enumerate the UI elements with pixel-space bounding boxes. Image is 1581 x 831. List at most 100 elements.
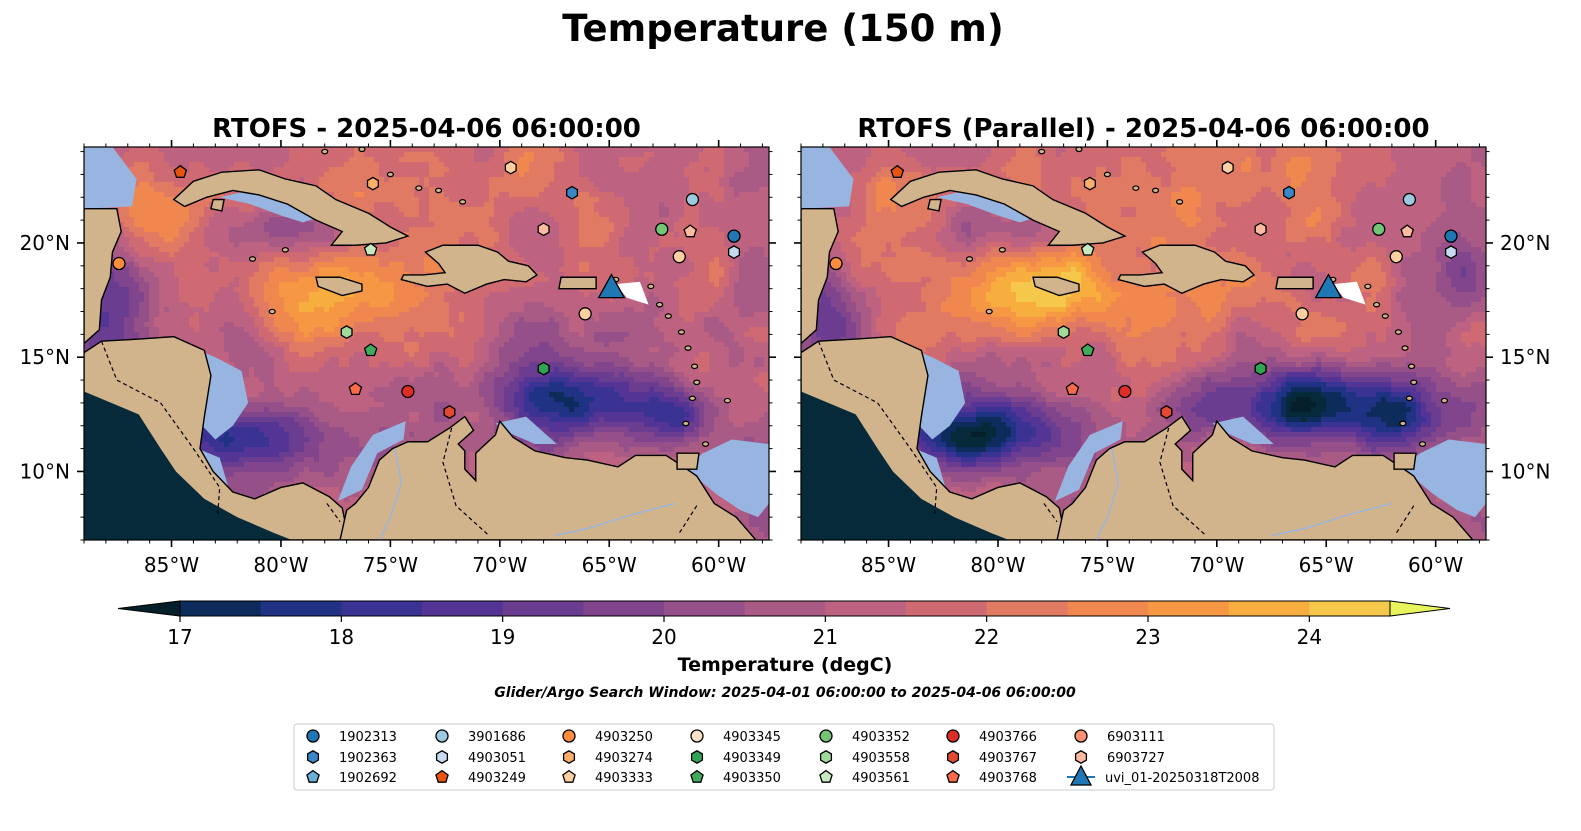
- colorbar-segment: [1067, 601, 1148, 616]
- legend-marker-4903767: [948, 751, 959, 763]
- colorbar-segment: [422, 601, 503, 616]
- marker-4903333: [505, 161, 516, 173]
- land-trinidad: [1394, 453, 1416, 469]
- marker-4903250: [113, 258, 125, 270]
- legend-marker-1902363: [308, 751, 319, 763]
- colorbar-tick-label: 24: [1297, 625, 1322, 649]
- legend-marker-6903111: [1075, 730, 1087, 742]
- legend-label: 1902313: [339, 730, 397, 745]
- small-island: [436, 188, 442, 192]
- figure-title: Temperature (150 m): [562, 7, 1004, 50]
- colorbar-segment: [583, 601, 664, 616]
- panel-title: RTOFS (Parallel) - 2025-04-06 06:00:00: [857, 114, 1429, 144]
- land-trinidad: [677, 453, 699, 469]
- marker-4903051: [1446, 246, 1457, 258]
- x-tick-label: 65°W: [1299, 553, 1354, 577]
- small-island: [1133, 186, 1139, 190]
- legend-marker-4903352: [820, 730, 832, 742]
- legend-marker-4903349: [692, 751, 703, 763]
- map-area: [801, 147, 1487, 543]
- marker-4903352: [1373, 223, 1385, 235]
- small-island: [703, 442, 709, 446]
- legend-label: 4903274: [595, 751, 653, 766]
- marker-4903558: [1058, 326, 1069, 338]
- legend-label: 4903051: [468, 751, 526, 766]
- x-tick-label: 60°W: [1408, 553, 1463, 577]
- marker-4903274: [368, 177, 379, 189]
- small-island: [1076, 147, 1082, 151]
- legend-label: 4903766: [979, 730, 1037, 745]
- small-island: [1104, 172, 1110, 176]
- marker-4903345: [673, 251, 685, 263]
- marker-4903349: [1255, 362, 1266, 374]
- colorbar-tick-label: 20: [651, 625, 676, 649]
- small-island: [322, 149, 328, 153]
- legend-label: 1902692: [339, 771, 397, 786]
- x-tick-label: 65°W: [582, 553, 637, 577]
- small-island: [1420, 442, 1426, 446]
- small-island: [986, 309, 992, 313]
- colorbar-segment: [745, 601, 826, 616]
- colorbar-segment: [1309, 601, 1390, 616]
- y-tick-label: 10°N: [20, 459, 70, 483]
- legend-label: 3901686: [468, 730, 526, 745]
- marker-6903727: [1255, 223, 1266, 235]
- x-tick-label: 75°W: [363, 553, 418, 577]
- colorbar-segment: [180, 601, 261, 616]
- small-island: [359, 147, 365, 151]
- search-window-text: Glider/Argo Search Window: 2025-04-01 06…: [494, 685, 1076, 701]
- colorbar-segment: [341, 601, 422, 616]
- colorbar-tick-label: 19: [490, 625, 515, 649]
- land-isla: [928, 200, 941, 211]
- marker-4903766: [1119, 385, 1131, 397]
- marker-6903727: [538, 223, 549, 235]
- marker-4903349: [538, 362, 549, 374]
- legend-marker-3901686: [436, 730, 448, 742]
- x-tick-label: 80°W: [970, 553, 1025, 577]
- legend-label: 4903768: [979, 771, 1037, 786]
- x-tick-label: 60°W: [691, 553, 746, 577]
- legend-marker-4903766: [947, 730, 959, 742]
- small-island: [683, 421, 689, 425]
- y-tick-label: 15°N: [20, 345, 70, 369]
- legend-marker-4903250: [563, 730, 575, 742]
- legend-marker-1902313: [307, 730, 319, 742]
- colorbar-segment: [664, 601, 745, 616]
- small-island: [460, 200, 466, 204]
- marker-3901686: [1403, 194, 1415, 206]
- land-puertoRico: [1276, 277, 1313, 288]
- colorbar-segment: [1148, 601, 1229, 616]
- x-tick-label: 85°W: [861, 553, 916, 577]
- colorbar-segment: [503, 601, 584, 616]
- small-island: [1039, 149, 1045, 153]
- marker-1902313: [728, 230, 740, 242]
- legend-marker-4903558: [821, 751, 832, 763]
- legend-label: 4903558: [852, 751, 910, 766]
- land-isla: [211, 200, 224, 211]
- marker-4903250: [830, 258, 842, 270]
- small-island: [1441, 398, 1447, 402]
- x-tick-label: 70°W: [472, 553, 527, 577]
- marker-1902313: [1445, 230, 1457, 242]
- colorbar-tick-label: 22: [974, 625, 999, 649]
- legend-label: 4903352: [852, 730, 910, 745]
- legend-label: 4903350: [723, 771, 781, 786]
- legend-marker-4903051: [437, 751, 448, 763]
- small-island: [1365, 284, 1371, 288]
- marker-3901686: [686, 194, 698, 206]
- legend-label: 4903250: [595, 730, 653, 745]
- colorbar-tick-label: 23: [1135, 625, 1160, 649]
- marker-4903345: [579, 308, 591, 320]
- marker-4903051: [729, 246, 740, 258]
- small-island: [685, 346, 691, 350]
- small-island: [250, 257, 256, 261]
- small-island: [1153, 188, 1159, 192]
- marker-1902363: [1284, 187, 1295, 199]
- small-island: [678, 330, 684, 334]
- small-island: [967, 257, 973, 261]
- small-island: [689, 396, 695, 400]
- marker-4903767: [444, 406, 455, 418]
